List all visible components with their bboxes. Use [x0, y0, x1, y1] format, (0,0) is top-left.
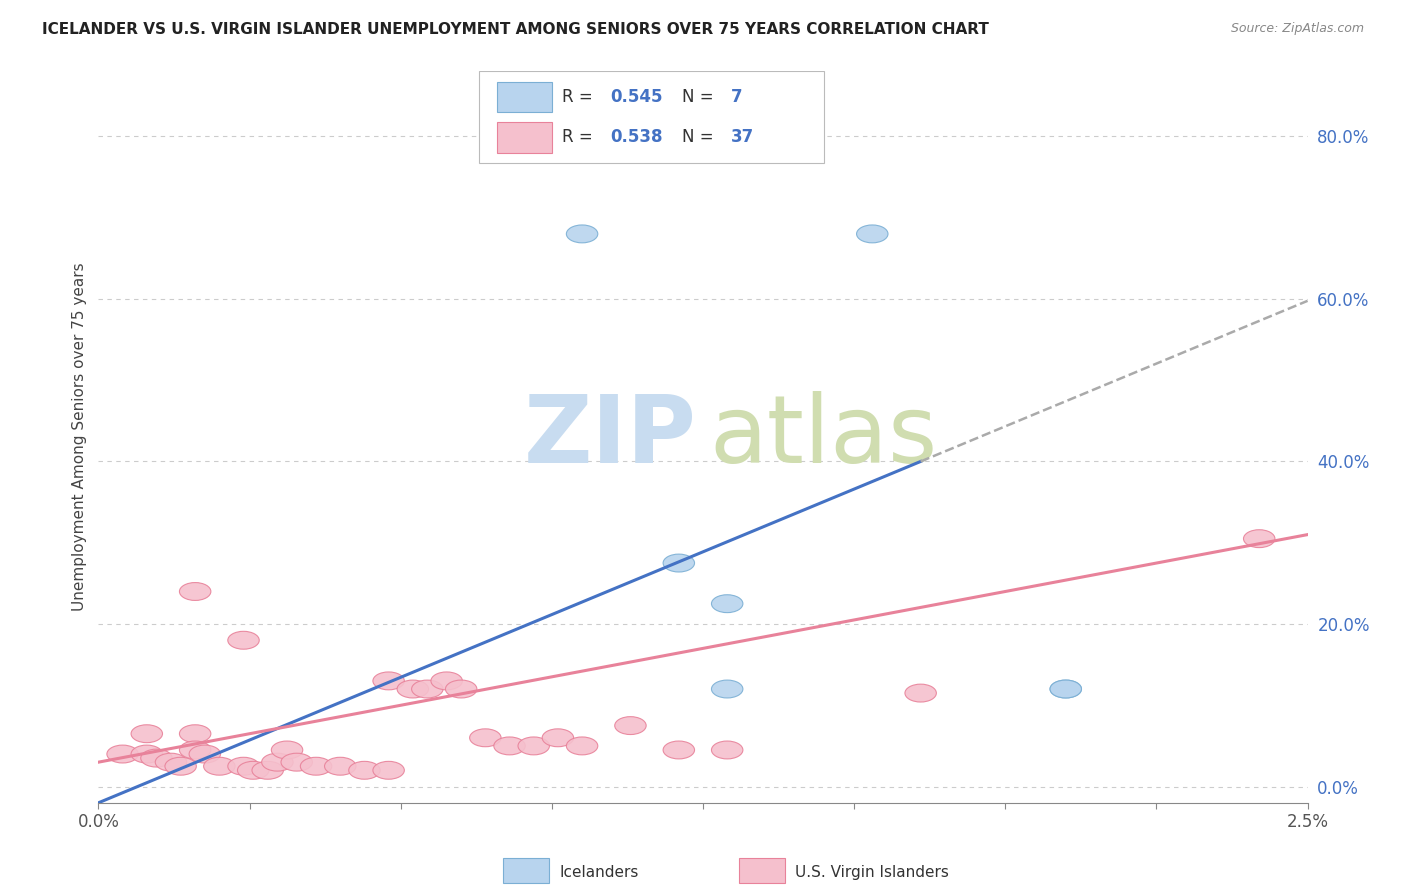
- Ellipse shape: [905, 684, 936, 702]
- Ellipse shape: [494, 737, 526, 755]
- Ellipse shape: [325, 757, 356, 775]
- Text: 37: 37: [731, 128, 754, 146]
- Ellipse shape: [349, 762, 380, 780]
- Ellipse shape: [180, 741, 211, 759]
- Ellipse shape: [1243, 530, 1275, 548]
- Text: Source: ZipAtlas.com: Source: ZipAtlas.com: [1230, 22, 1364, 36]
- Ellipse shape: [1050, 680, 1081, 698]
- Ellipse shape: [262, 753, 292, 771]
- Ellipse shape: [614, 716, 647, 734]
- Text: ZIP: ZIP: [524, 391, 697, 483]
- Text: 0.545: 0.545: [610, 88, 662, 106]
- Ellipse shape: [141, 749, 172, 767]
- Ellipse shape: [711, 741, 742, 759]
- Ellipse shape: [664, 741, 695, 759]
- Ellipse shape: [1050, 680, 1081, 698]
- Text: ICELANDER VS U.S. VIRGIN ISLANDER UNEMPLOYMENT AMONG SENIORS OVER 75 YEARS CORRE: ICELANDER VS U.S. VIRGIN ISLANDER UNEMPL…: [42, 22, 988, 37]
- Text: 7: 7: [731, 88, 742, 106]
- Ellipse shape: [373, 672, 405, 690]
- Ellipse shape: [180, 725, 211, 743]
- Ellipse shape: [567, 225, 598, 243]
- FancyBboxPatch shape: [498, 122, 551, 153]
- Text: R =: R =: [561, 88, 598, 106]
- Ellipse shape: [107, 745, 138, 763]
- Ellipse shape: [567, 737, 598, 755]
- Text: N =: N =: [682, 88, 720, 106]
- FancyBboxPatch shape: [503, 858, 550, 883]
- Ellipse shape: [180, 582, 211, 600]
- Ellipse shape: [470, 729, 501, 747]
- Ellipse shape: [711, 595, 742, 613]
- Text: N =: N =: [682, 128, 720, 146]
- Ellipse shape: [373, 762, 405, 780]
- Ellipse shape: [396, 680, 429, 698]
- Ellipse shape: [517, 737, 550, 755]
- Ellipse shape: [188, 745, 221, 763]
- Ellipse shape: [155, 753, 187, 771]
- Ellipse shape: [412, 680, 443, 698]
- Ellipse shape: [271, 741, 302, 759]
- Ellipse shape: [252, 762, 284, 780]
- Ellipse shape: [432, 672, 463, 690]
- Ellipse shape: [711, 680, 742, 698]
- Ellipse shape: [301, 757, 332, 775]
- Ellipse shape: [543, 729, 574, 747]
- FancyBboxPatch shape: [479, 71, 824, 163]
- Ellipse shape: [131, 745, 163, 763]
- Ellipse shape: [228, 757, 259, 775]
- Ellipse shape: [228, 632, 259, 649]
- Ellipse shape: [856, 225, 889, 243]
- Y-axis label: Unemployment Among Seniors over 75 years: Unemployment Among Seniors over 75 years: [72, 263, 87, 611]
- Text: U.S. Virgin Islanders: U.S. Virgin Islanders: [794, 864, 949, 880]
- Ellipse shape: [131, 725, 163, 743]
- Ellipse shape: [664, 554, 695, 572]
- Ellipse shape: [446, 680, 477, 698]
- Ellipse shape: [204, 757, 235, 775]
- Text: 0.538: 0.538: [610, 128, 662, 146]
- FancyBboxPatch shape: [498, 81, 551, 112]
- Ellipse shape: [165, 757, 197, 775]
- FancyBboxPatch shape: [740, 858, 785, 883]
- Ellipse shape: [238, 762, 269, 780]
- Text: atlas: atlas: [709, 391, 938, 483]
- Text: R =: R =: [561, 128, 598, 146]
- Text: Icelanders: Icelanders: [560, 864, 638, 880]
- Ellipse shape: [281, 753, 312, 771]
